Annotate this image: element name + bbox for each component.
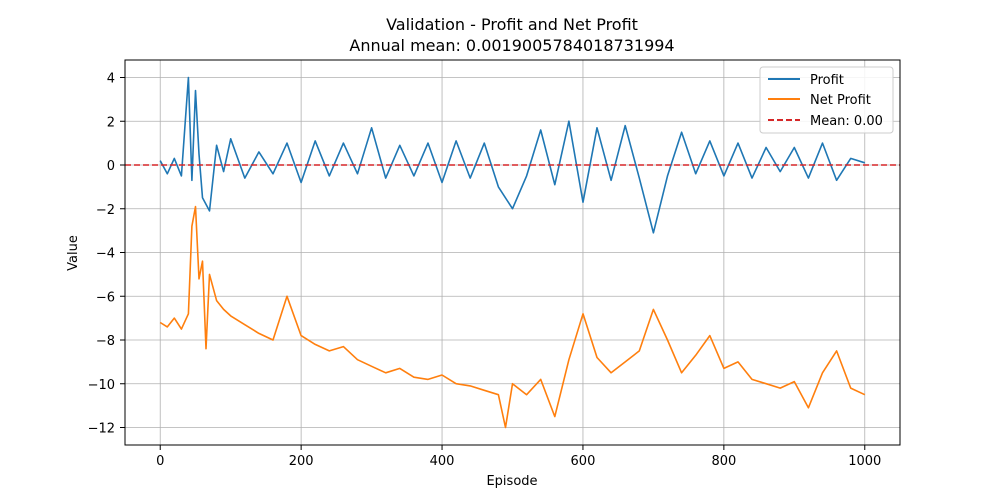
legend-label-mean: Mean: 0.00 bbox=[810, 114, 883, 129]
y-tick-label: 4 bbox=[107, 72, 115, 87]
x-tick-label: 600 bbox=[571, 454, 596, 469]
title-block: Validation - Profit and Net Profit Annua… bbox=[349, 15, 674, 55]
plot-area-frame bbox=[124, 59, 901, 446]
series-layer bbox=[125, 76, 900, 429]
profit-series-line bbox=[159, 76, 866, 234]
x-tick-label: 200 bbox=[289, 454, 314, 469]
chart-title: Validation - Profit and Net Profit bbox=[386, 15, 638, 34]
legend-box bbox=[759, 66, 894, 134]
y-tick-label: 2 bbox=[107, 115, 115, 130]
legend: Profit Net Profit Mean: 0.00 bbox=[759, 66, 894, 134]
x-tick-label: 0 bbox=[156, 454, 164, 469]
legend-label-net-profit: Net Profit bbox=[810, 93, 871, 108]
chart-subtitle: Annual mean: 0.0019005784018731994 bbox=[349, 36, 674, 55]
y-tick-label: −6 bbox=[96, 290, 115, 305]
y-tick-label: −8 bbox=[96, 334, 115, 349]
y-tick-label: −10 bbox=[88, 378, 115, 393]
y-tick-label: −4 bbox=[96, 247, 115, 262]
y-tick-label: 0 bbox=[107, 159, 115, 174]
x-axis-label: Episode bbox=[486, 474, 537, 489]
x-tick-label: 400 bbox=[430, 454, 455, 469]
x-tick-label: 1000 bbox=[848, 454, 881, 469]
ticks: 0 200 400 600 800 1000 −12 −10 −8 −6 −4 −2 0 2 4 bbox=[88, 72, 882, 470]
x-tick-label: 800 bbox=[711, 454, 736, 469]
y-tick-label: −12 bbox=[88, 422, 115, 437]
y-tick-label: −2 bbox=[96, 203, 115, 218]
y-axis-label: Value bbox=[66, 235, 81, 271]
legend-label-profit: Profit bbox=[810, 73, 844, 88]
net-profit-series-line bbox=[159, 205, 866, 429]
